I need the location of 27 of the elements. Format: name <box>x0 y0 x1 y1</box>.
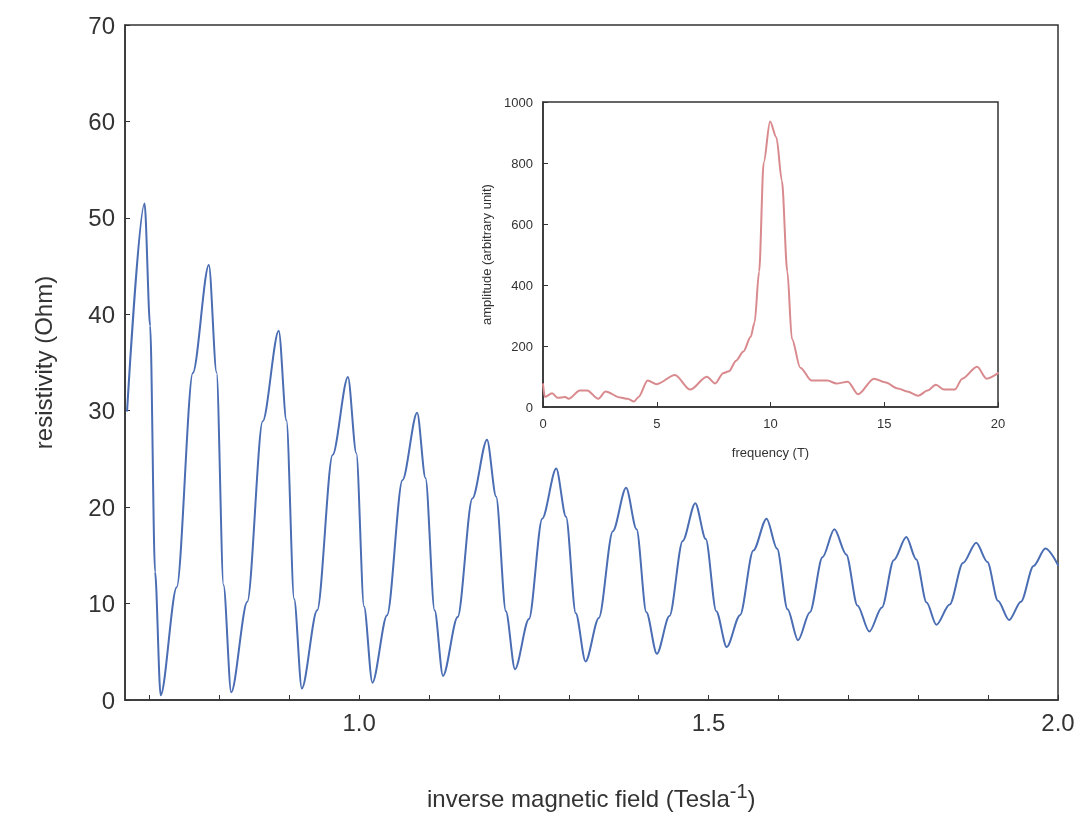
y-tick-label: 60 <box>88 107 115 135</box>
y-tick-label: 1000 <box>504 94 533 110</box>
y-tick-label: 30 <box>88 397 115 425</box>
y-tick-label: 50 <box>88 204 115 232</box>
x-tick-label: 1.0 <box>342 708 376 736</box>
y-tick-label: 40 <box>88 300 115 328</box>
y-tick-label: 70 <box>88 11 115 39</box>
x-tick-label: 20 <box>990 416 1006 431</box>
x-tick-label: 5 <box>653 416 661 431</box>
x-tick-label: 2.0 <box>1041 708 1075 736</box>
y-axis-title: resistivity (Ohm) <box>29 275 57 450</box>
x-tick-label: 10 <box>763 416 778 431</box>
y-tick-label: 20 <box>88 493 115 521</box>
y-tick-label: 10 <box>88 590 115 618</box>
x-tick-label: 1.5 <box>691 708 726 736</box>
line-series <box>542 120 999 403</box>
x-axis-title: frequency (T) <box>731 445 810 460</box>
x-axis-title: inverse magnetic field (Tesla$^{-1}$) <box>427 780 756 813</box>
y-tick-label: 400 <box>511 277 533 293</box>
y-axis-title: amplitude (arbitrary unit) <box>479 184 495 325</box>
y-tick-label: 600 <box>511 216 533 232</box>
x-tick-label: 15 <box>877 416 892 431</box>
y-tick-label: 800 <box>511 155 533 171</box>
y-tick-label: 0 <box>101 686 115 714</box>
y-tick-label: 0 <box>525 399 533 415</box>
x-tick-label: 0 <box>539 416 547 431</box>
y-tick-label: 200 <box>511 338 533 354</box>
